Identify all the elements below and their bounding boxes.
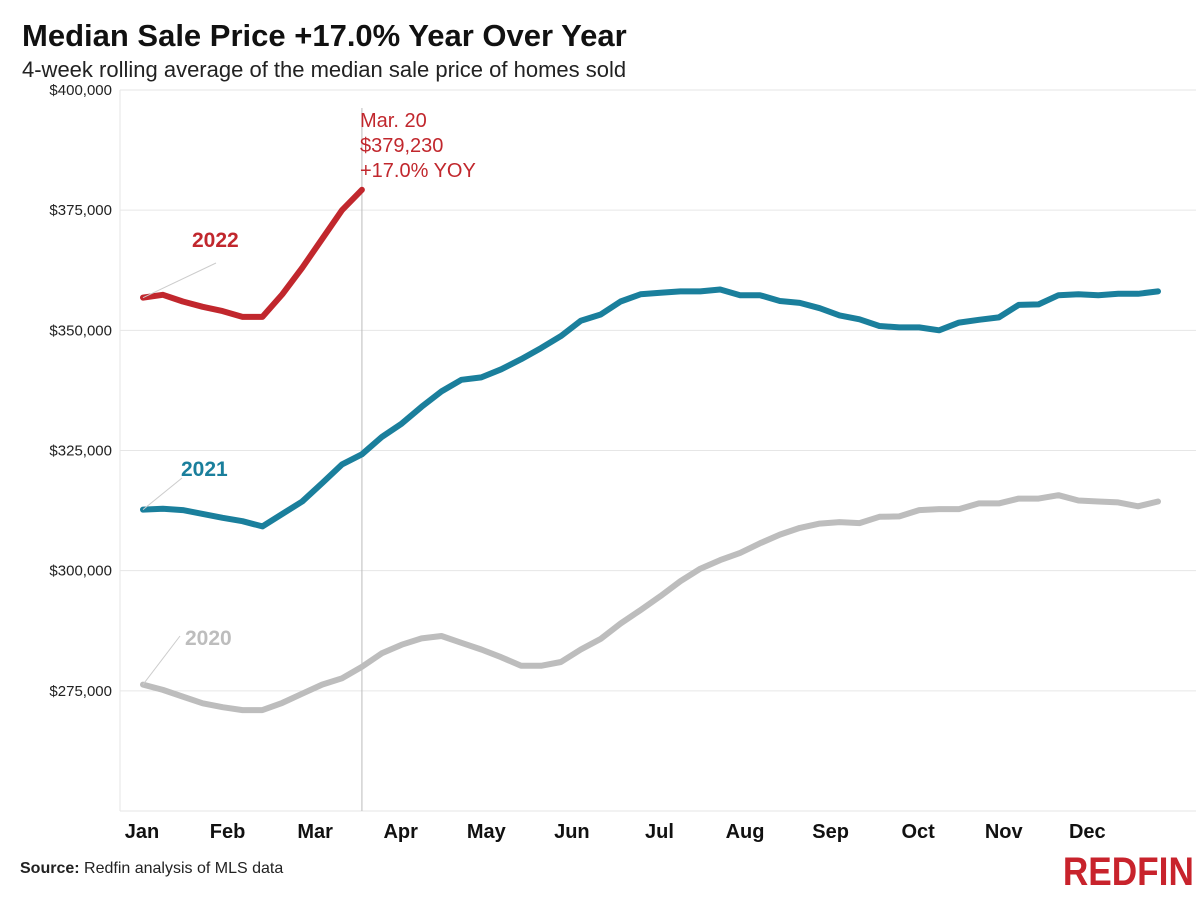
x-tick-label: Dec bbox=[1069, 821, 1106, 843]
source-text: Redfin analysis of MLS data bbox=[79, 860, 284, 877]
x-tick-label: Sep bbox=[812, 821, 849, 843]
x-tick-label: Oct bbox=[902, 821, 936, 843]
series-line-2020 bbox=[140, 492, 1161, 714]
x-tick-label: Jun bbox=[554, 821, 590, 843]
series-leader-2022 bbox=[142, 262, 217, 299]
chart-subtitle: 4-week rolling average of the median sal… bbox=[22, 57, 627, 82]
series-label-2020: 2020 bbox=[185, 627, 232, 650]
series-line-2022 bbox=[140, 186, 365, 320]
annotation-line: +17.0% YOY bbox=[360, 160, 476, 182]
source-note: Source: Redfin analysis of MLS data bbox=[20, 860, 283, 878]
x-tick-label: Jul bbox=[645, 821, 674, 843]
y-tick-label: $375,000 bbox=[49, 202, 112, 219]
chart-title: Median Sale Price +17.0% Year Over Year bbox=[22, 18, 627, 53]
series-leader-2020 bbox=[142, 635, 181, 685]
x-tick-label: Apr bbox=[383, 821, 418, 843]
x-tick-label: Nov bbox=[985, 821, 1024, 843]
x-tick-label: May bbox=[467, 821, 507, 843]
annotation-line: $379,230 bbox=[360, 135, 443, 157]
redfin-logo: REDFIN bbox=[1062, 850, 1194, 894]
x-tick-label: Feb bbox=[210, 821, 246, 843]
series-leader-2021 bbox=[142, 477, 183, 511]
series-label-2021: 2021 bbox=[181, 458, 228, 481]
series-label-2022: 2022 bbox=[192, 229, 239, 252]
x-tick-label: Mar bbox=[297, 821, 333, 843]
x-tick-label: Jan bbox=[125, 821, 159, 843]
x-tick-label: Aug bbox=[726, 821, 765, 843]
y-tick-label: $400,000 bbox=[49, 82, 112, 99]
y-tick-label: $325,000 bbox=[49, 443, 112, 460]
y-tick-label: $300,000 bbox=[49, 563, 112, 580]
y-tick-label: $350,000 bbox=[49, 322, 112, 339]
y-tick-label: $275,000 bbox=[49, 683, 112, 700]
series-line-2021 bbox=[140, 286, 1161, 530]
source-label: Source: bbox=[20, 860, 80, 877]
annotation-line: Mar. 20 bbox=[360, 110, 427, 132]
